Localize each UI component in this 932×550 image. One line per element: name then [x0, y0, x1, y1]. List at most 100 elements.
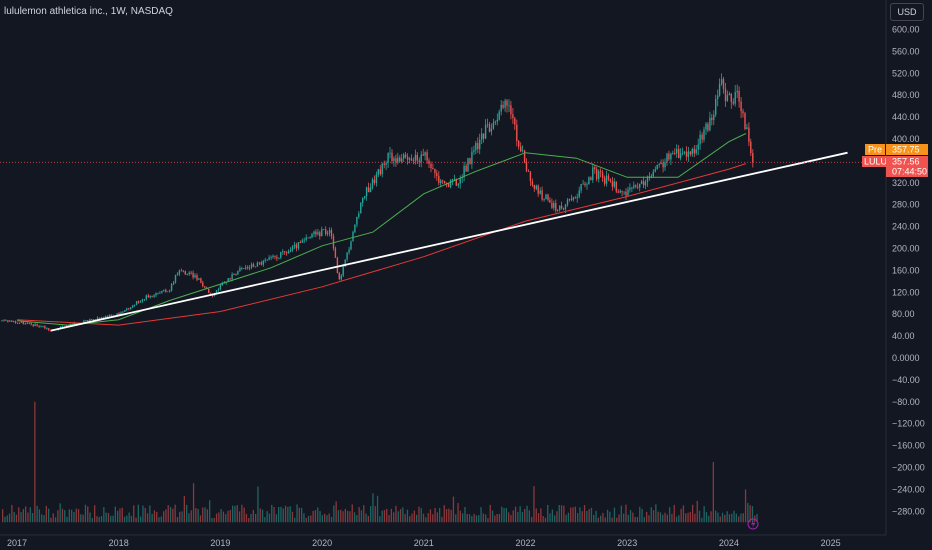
volume-bar	[650, 507, 652, 523]
y-tick-label: −120.00	[892, 419, 925, 429]
volume-bar	[29, 507, 31, 523]
candle-body	[568, 199, 571, 200]
candle-body	[204, 286, 206, 288]
volume-bar	[353, 512, 356, 523]
candle-body	[120, 312, 122, 316]
currency-button[interactable]: USD	[890, 3, 924, 21]
volume-bar	[245, 513, 248, 523]
candle-body	[459, 178, 461, 184]
y-tick-label: 400.00	[892, 134, 920, 144]
volume-bar	[342, 511, 344, 523]
candle-body	[1, 320, 3, 322]
volume-bar	[206, 509, 208, 523]
volume-bar	[284, 505, 287, 523]
candle-body	[679, 153, 682, 159]
candle-body	[658, 164, 660, 165]
volume-bar	[462, 513, 464, 523]
candle-body	[395, 158, 397, 163]
candle-body	[32, 324, 34, 326]
candle-body	[295, 244, 298, 249]
candle-body	[728, 93, 731, 96]
candle-body	[40, 326, 42, 328]
volume-bar	[641, 508, 643, 523]
volume-bar	[36, 505, 38, 523]
y-tick-label: 120.00	[892, 287, 920, 297]
candle-body	[619, 190, 621, 193]
volume-bar	[294, 517, 296, 523]
volume-bar	[234, 505, 236, 523]
candle-body	[596, 169, 598, 180]
candle-body	[350, 241, 352, 250]
volume-bar	[682, 505, 685, 523]
candle-body	[481, 133, 483, 140]
volume-bar	[404, 514, 406, 523]
volume-bar	[77, 509, 80, 523]
volume-bar	[429, 509, 432, 523]
volume-bar	[107, 512, 110, 523]
volume-bar	[307, 515, 310, 523]
candle-body	[250, 264, 253, 268]
chart-title: lululemon athletica inc., 1W, NASDAQ	[4, 6, 173, 17]
volume-bar	[466, 513, 468, 523]
candle-body	[537, 185, 539, 194]
candle-body	[323, 229, 325, 230]
candle-body	[143, 299, 146, 300]
volume-bar	[20, 512, 22, 523]
candle-body	[397, 157, 399, 163]
volume-bar	[22, 509, 24, 523]
volume-bar	[655, 504, 657, 523]
candle-body	[703, 129, 705, 140]
candle-body	[494, 121, 496, 123]
candle-body	[403, 154, 405, 159]
volume-bar	[179, 511, 181, 523]
candle-body	[106, 316, 108, 317]
candle-body	[625, 191, 627, 196]
candle-body	[379, 169, 381, 175]
volume-bar	[110, 515, 112, 523]
candle-body	[381, 163, 383, 175]
candle-body	[580, 184, 582, 191]
candle-body	[582, 183, 584, 185]
candle-body	[383, 163, 385, 165]
y-tick-label: 440.00	[892, 112, 920, 122]
volume-bar	[61, 508, 64, 523]
volume-bar	[241, 504, 243, 523]
volume-bar	[229, 510, 231, 523]
volume-bar	[595, 510, 597, 523]
candle-body	[535, 185, 537, 189]
candle-body	[490, 128, 493, 132]
volume-bar	[445, 509, 448, 523]
volume-bar	[544, 517, 547, 523]
x-tick-label: 2019	[210, 538, 230, 548]
moving-average-200	[16, 163, 747, 326]
volume-bar	[459, 510, 461, 523]
candle-body	[209, 292, 212, 294]
candle-body	[385, 162, 387, 165]
candle-body	[418, 160, 420, 163]
volume-bar	[87, 506, 89, 523]
volume-bar	[505, 508, 507, 523]
volume-bar	[344, 508, 346, 523]
candle-body	[711, 117, 713, 120]
volume-bar	[514, 506, 517, 523]
volume-bar	[604, 517, 606, 523]
candle-body	[297, 242, 300, 249]
volume-bar	[45, 505, 47, 523]
y-tick-label: 240.00	[892, 222, 920, 232]
volume-bar	[705, 512, 708, 523]
candle-body	[654, 169, 656, 172]
candle-body	[130, 307, 132, 309]
volume-bar	[756, 513, 758, 523]
volume-bar	[82, 514, 84, 523]
candle-body	[348, 249, 350, 253]
candle-body	[541, 190, 543, 200]
volume-bar	[222, 511, 225, 523]
candle-body	[326, 232, 329, 234]
volume-bar	[662, 514, 664, 523]
candle-body	[525, 162, 528, 171]
volume-bar	[521, 511, 524, 523]
candle-body	[61, 326, 64, 328]
candle-body	[611, 181, 614, 187]
candle-body	[362, 197, 364, 203]
